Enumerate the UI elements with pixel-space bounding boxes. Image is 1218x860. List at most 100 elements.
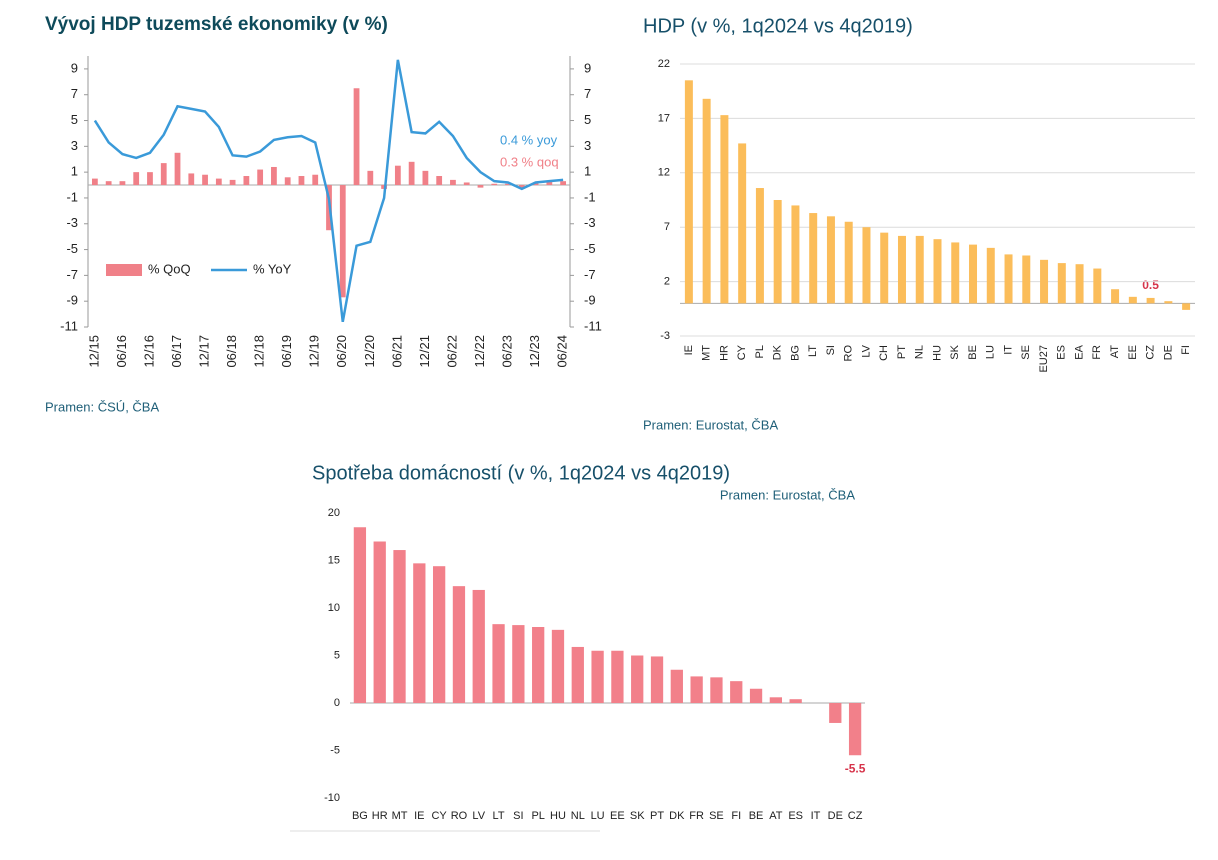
legend-label: % QoQ xyxy=(148,261,191,276)
y-tick-label: 5 xyxy=(334,649,340,661)
bar xyxy=(463,182,470,186)
x-tick-label: EU27 xyxy=(1038,345,1050,373)
x-tick-label: IT xyxy=(1002,345,1014,355)
bar xyxy=(105,181,112,186)
x-tick-label: BG xyxy=(352,810,368,822)
bar xyxy=(611,650,624,703)
bar xyxy=(571,646,584,703)
x-tick-label: 12/18 xyxy=(252,335,267,368)
bar xyxy=(690,676,703,703)
bar xyxy=(1022,255,1031,304)
y-tick-label: 9 xyxy=(71,60,78,75)
bar xyxy=(477,185,484,188)
x-tick-label: RO xyxy=(451,810,468,822)
y-tick-label: -5 xyxy=(66,241,78,256)
x-tick-label: ES xyxy=(1056,345,1068,360)
x-tick-label: SK xyxy=(949,344,961,359)
bar xyxy=(202,174,208,186)
y-tick-label: 7 xyxy=(664,221,670,233)
y-tick-label: 0 xyxy=(334,697,340,709)
x-tick-label: PT xyxy=(896,345,908,359)
x-tick-label: PL xyxy=(531,810,544,822)
bar xyxy=(367,170,374,186)
y-tick-label: -10 xyxy=(324,792,340,804)
x-tick-label: NL xyxy=(571,810,585,822)
y-tick-label: 7 xyxy=(71,86,78,101)
bar xyxy=(257,169,264,186)
bar xyxy=(147,172,153,186)
bar xyxy=(650,656,664,703)
bar xyxy=(229,179,236,186)
x-tick-label: 06/17 xyxy=(169,335,184,368)
bar xyxy=(551,629,565,703)
bar xyxy=(1182,303,1191,310)
x-tick-label: 06/23 xyxy=(499,335,514,368)
y-tick-label: 3 xyxy=(71,138,78,153)
bar xyxy=(720,115,729,304)
bar xyxy=(518,185,525,189)
x-tick-label: IE xyxy=(683,345,695,355)
bar xyxy=(749,688,763,703)
x-tick-label: PT xyxy=(650,810,664,822)
bar xyxy=(512,625,525,703)
x-tick-label: 06/22 xyxy=(444,335,459,368)
bar xyxy=(505,183,511,186)
x-tick-label: ES xyxy=(788,810,803,822)
y2-tick-label: -7 xyxy=(584,267,596,282)
bar xyxy=(969,244,978,304)
x-tick-label: FR xyxy=(689,810,704,822)
bar xyxy=(432,566,446,703)
bar xyxy=(826,216,835,304)
y-tick-label: 2 xyxy=(664,276,670,288)
data-label: 0.5 xyxy=(1142,278,1159,292)
bar xyxy=(1057,263,1066,304)
bar xyxy=(91,178,98,186)
x-tick-label: 06/21 xyxy=(389,335,404,368)
x-tick-label: LU xyxy=(985,345,997,359)
bar xyxy=(174,152,181,186)
legend-swatch xyxy=(106,264,142,276)
x-tick-label: DK xyxy=(772,344,784,360)
x-tick-label: 12/17 xyxy=(196,335,211,368)
bar xyxy=(394,165,401,186)
x-tick-label: 06/20 xyxy=(334,335,349,368)
bar xyxy=(491,183,498,186)
x-tick-label: PL xyxy=(754,345,766,358)
bar xyxy=(436,176,443,186)
y2-tick-label: 1 xyxy=(584,164,591,179)
x-tick-label: 12/23 xyxy=(527,335,542,368)
bar xyxy=(631,655,644,703)
x-tick-label: HU xyxy=(931,345,943,361)
bar xyxy=(452,586,466,703)
bar xyxy=(1040,259,1049,304)
chart-title: HDP (v %, 1q2024 vs 4q2019) xyxy=(643,15,913,37)
bar xyxy=(1075,264,1084,304)
y2-tick-label: -1 xyxy=(584,189,596,204)
bar xyxy=(560,181,567,186)
bar xyxy=(1128,296,1137,304)
bar xyxy=(393,550,406,703)
x-tick-label: LU xyxy=(591,810,605,822)
y-tick-label: 15 xyxy=(328,554,340,566)
bar xyxy=(353,88,360,186)
y-tick-label: 12 xyxy=(658,167,670,179)
bar xyxy=(160,163,167,186)
x-tick-label: LT xyxy=(807,345,819,357)
x-tick-label: DK xyxy=(669,810,685,822)
x-tick-label: SK xyxy=(630,810,645,822)
x-tick-label: BE xyxy=(967,345,979,360)
x-tick-label: RO xyxy=(843,345,855,362)
y-tick-label: 10 xyxy=(328,602,340,614)
x-tick-label: BG xyxy=(789,345,801,361)
bar xyxy=(1004,254,1013,304)
bar xyxy=(951,242,960,304)
bar xyxy=(769,697,783,703)
bar xyxy=(789,699,802,703)
bar xyxy=(133,172,140,186)
bar xyxy=(591,650,604,703)
bar xyxy=(413,563,426,703)
chart-title: Spotřeba domácností (v %, 1q2024 vs 4q20… xyxy=(312,462,730,484)
bar xyxy=(422,170,429,186)
y-tick-label: -7 xyxy=(66,267,78,282)
x-tick-label: 12/22 xyxy=(472,335,487,368)
